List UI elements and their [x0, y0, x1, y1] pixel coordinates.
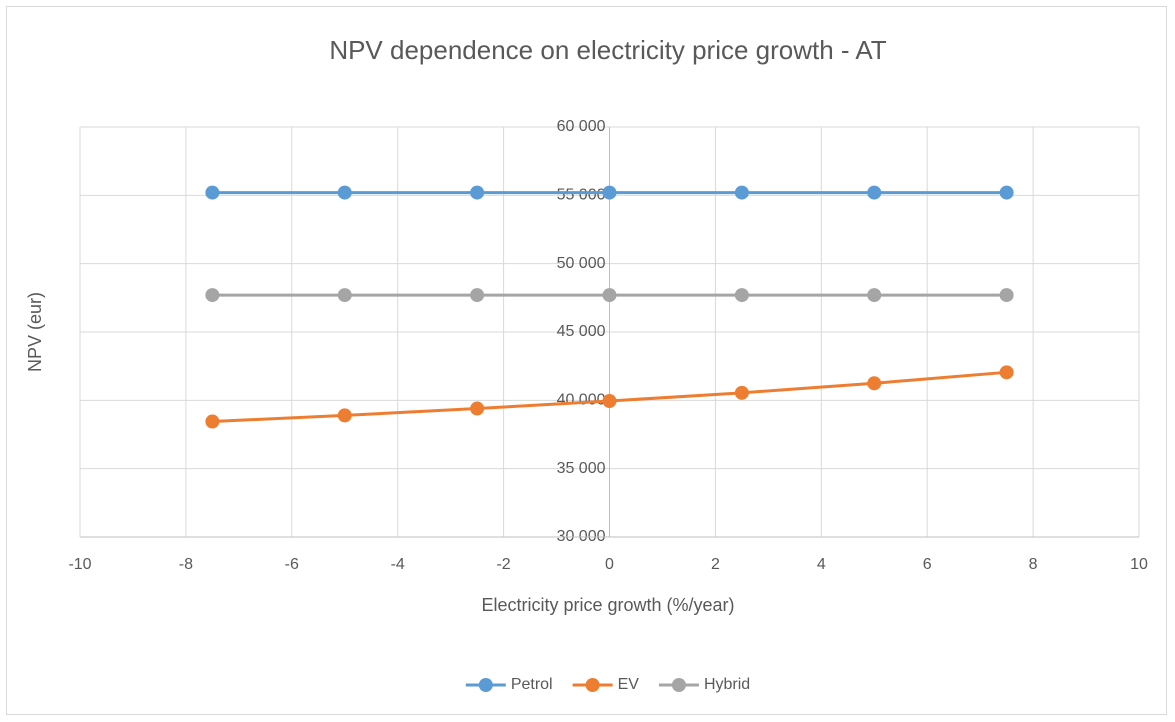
data-point — [734, 385, 749, 400]
data-point — [602, 394, 617, 409]
data-point — [205, 414, 220, 429]
data-point — [867, 376, 882, 391]
data-point — [205, 185, 220, 200]
data-point — [337, 185, 352, 200]
x-tick-label: 2 — [711, 556, 720, 573]
x-tick-label: -6 — [285, 556, 299, 573]
data-point — [470, 185, 485, 200]
data-point — [999, 365, 1014, 380]
chart-border — [6, 6, 1167, 715]
data-point — [205, 288, 220, 303]
data-point — [867, 185, 882, 200]
data-point — [602, 185, 617, 200]
y-tick-label: 60 000 — [557, 118, 606, 135]
y-tick-label: 45 000 — [557, 323, 606, 340]
y-axis-label: NPV (eur) — [25, 292, 45, 372]
data-point — [337, 408, 352, 423]
legend-marker — [671, 678, 686, 692]
data-point — [734, 288, 749, 303]
data-point — [999, 288, 1014, 303]
x-tick-label: 0 — [605, 556, 614, 573]
data-point — [337, 288, 352, 303]
x-tick-label: 10 — [1130, 556, 1148, 573]
y-tick-label: 50 000 — [557, 255, 606, 272]
x-tick-label: -2 — [496, 556, 510, 573]
x-tick-label: -8 — [179, 556, 193, 573]
data-point — [602, 288, 617, 303]
x-tick-label: 8 — [1029, 556, 1038, 573]
legend-label: Petrol — [511, 676, 553, 693]
legend-label: Hybrid — [704, 676, 750, 693]
x-tick-label: -10 — [68, 556, 91, 573]
legend-label: EV — [618, 676, 640, 693]
data-point — [734, 185, 749, 200]
x-axis-label: Electricity price growth (%/year) — [481, 595, 734, 615]
data-point — [999, 185, 1014, 200]
data-point — [470, 401, 485, 416]
x-tick-label: 4 — [817, 556, 826, 573]
x-tick-label: 6 — [923, 556, 932, 573]
y-tick-label: 55 000 — [557, 187, 606, 204]
y-tick-label: 35 000 — [557, 460, 606, 477]
legend-marker — [585, 678, 600, 692]
data-point — [867, 288, 882, 303]
y-tick-label: 40 000 — [557, 392, 606, 409]
chart-title: NPV dependence on electricity price grow… — [329, 35, 886, 65]
data-point — [470, 288, 485, 303]
x-tick-label: -4 — [391, 556, 405, 573]
legend-marker — [478, 678, 493, 692]
